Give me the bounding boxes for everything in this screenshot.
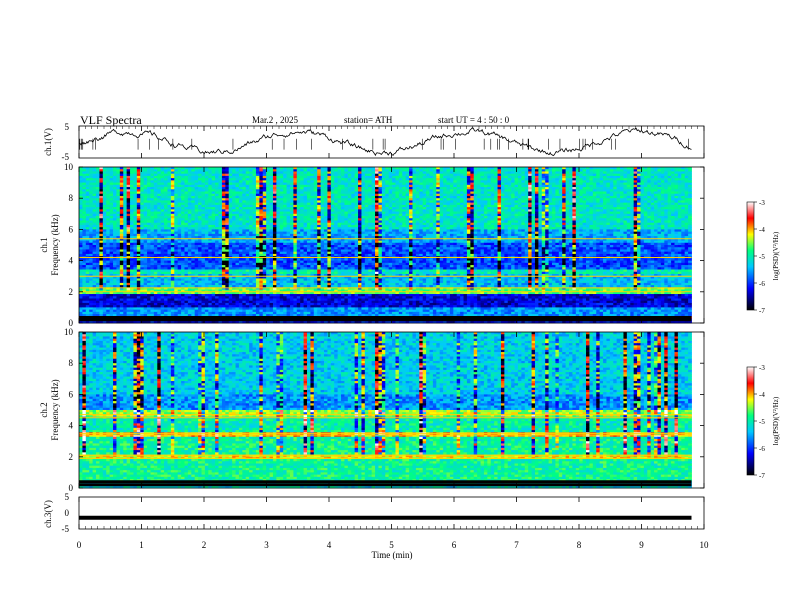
figure-title: VLF Spectra <box>80 113 142 127</box>
ch1-waveform-panel: 5 -5 ch.1(V) <box>43 122 704 162</box>
ch1-waveform-trace <box>79 128 692 156</box>
ch1-ytick-top: 5 <box>65 122 70 132</box>
date-label: Mar.2 , 2025 <box>252 115 298 125</box>
ch1-spectrogram-image <box>79 167 692 323</box>
start-time-label: start UT = 4 : 50 : 0 <box>438 115 510 125</box>
ch1-waveform-ylabel: ch.1(V) <box>43 128 53 156</box>
vlf-spectra-figure: VLF Spectra Mar.2 , 2025 station= ATH st… <box>0 0 792 612</box>
ch1-ytick-bottom: -5 <box>62 152 70 162</box>
station-label: station= ATH <box>344 115 393 125</box>
